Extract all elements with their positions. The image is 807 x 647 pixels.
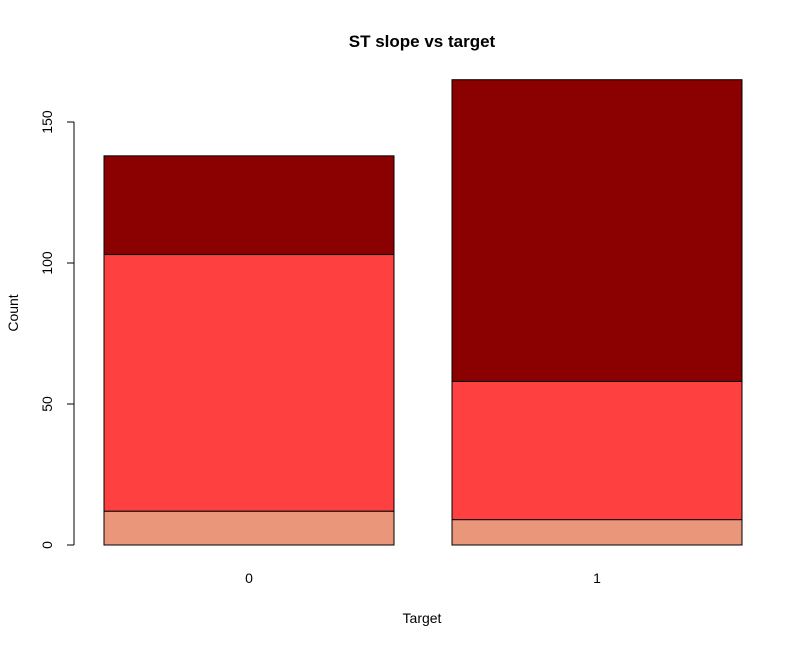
bars-group — [103, 79, 743, 546]
y-tick-label-100: 100 — [39, 251, 55, 275]
y-tick-label-50: 50 — [39, 396, 55, 412]
bar-segment-0-1 — [103, 254, 395, 512]
bar-segment-1-2 — [451, 79, 743, 382]
bar-segment-1-1 — [451, 380, 743, 521]
y-tick-label-0: 0 — [39, 541, 55, 549]
bar-segment-0-0 — [103, 510, 395, 546]
x-axis-label: Target — [403, 610, 442, 626]
y-axis: 0 50 100 150 — [39, 110, 75, 549]
bar-segment-1-0 — [451, 519, 743, 546]
y-axis-label: Count — [5, 294, 21, 331]
chart-title: ST slope vs target — [349, 32, 496, 51]
bar-segment-0-2 — [103, 155, 395, 256]
x-tick-label-1: 1 — [593, 570, 601, 586]
x-tick-label-0: 0 — [245, 570, 253, 586]
y-tick-label-150: 150 — [39, 110, 55, 134]
